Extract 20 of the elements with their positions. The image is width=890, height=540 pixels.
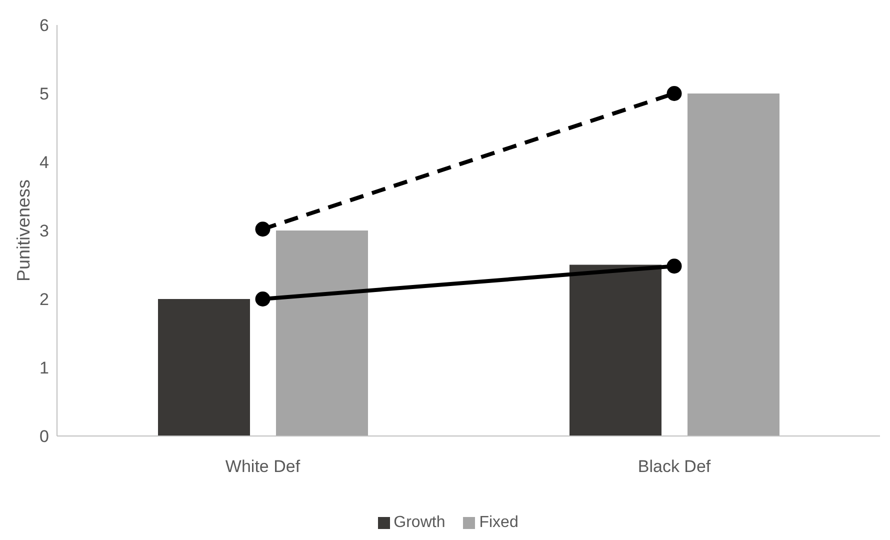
legend-label: Growth	[392, 514, 446, 532]
point	[666, 86, 682, 101]
x-tick-label: Black Def	[638, 457, 711, 476]
bar	[688, 94, 780, 436]
legend-label: Fixed	[478, 514, 518, 532]
bar	[570, 264, 662, 436]
bar	[276, 230, 368, 436]
y-tick-label: 6	[40, 16, 49, 36]
y-axis-title: Punitiveness	[13, 179, 34, 282]
point	[255, 222, 270, 237]
y-tick-label: 3	[40, 222, 49, 241]
point	[255, 292, 270, 306]
y-tick-label: 0	[40, 427, 49, 446]
y-tick-label: 1	[40, 358, 49, 378]
point	[666, 258, 682, 274]
y-tick-label: 4	[40, 153, 49, 172]
bar	[158, 299, 250, 436]
y-tick-label: 5	[40, 84, 49, 104]
y-tick-label: 2	[40, 290, 49, 310]
x-tick-label: White Def	[225, 457, 300, 476]
